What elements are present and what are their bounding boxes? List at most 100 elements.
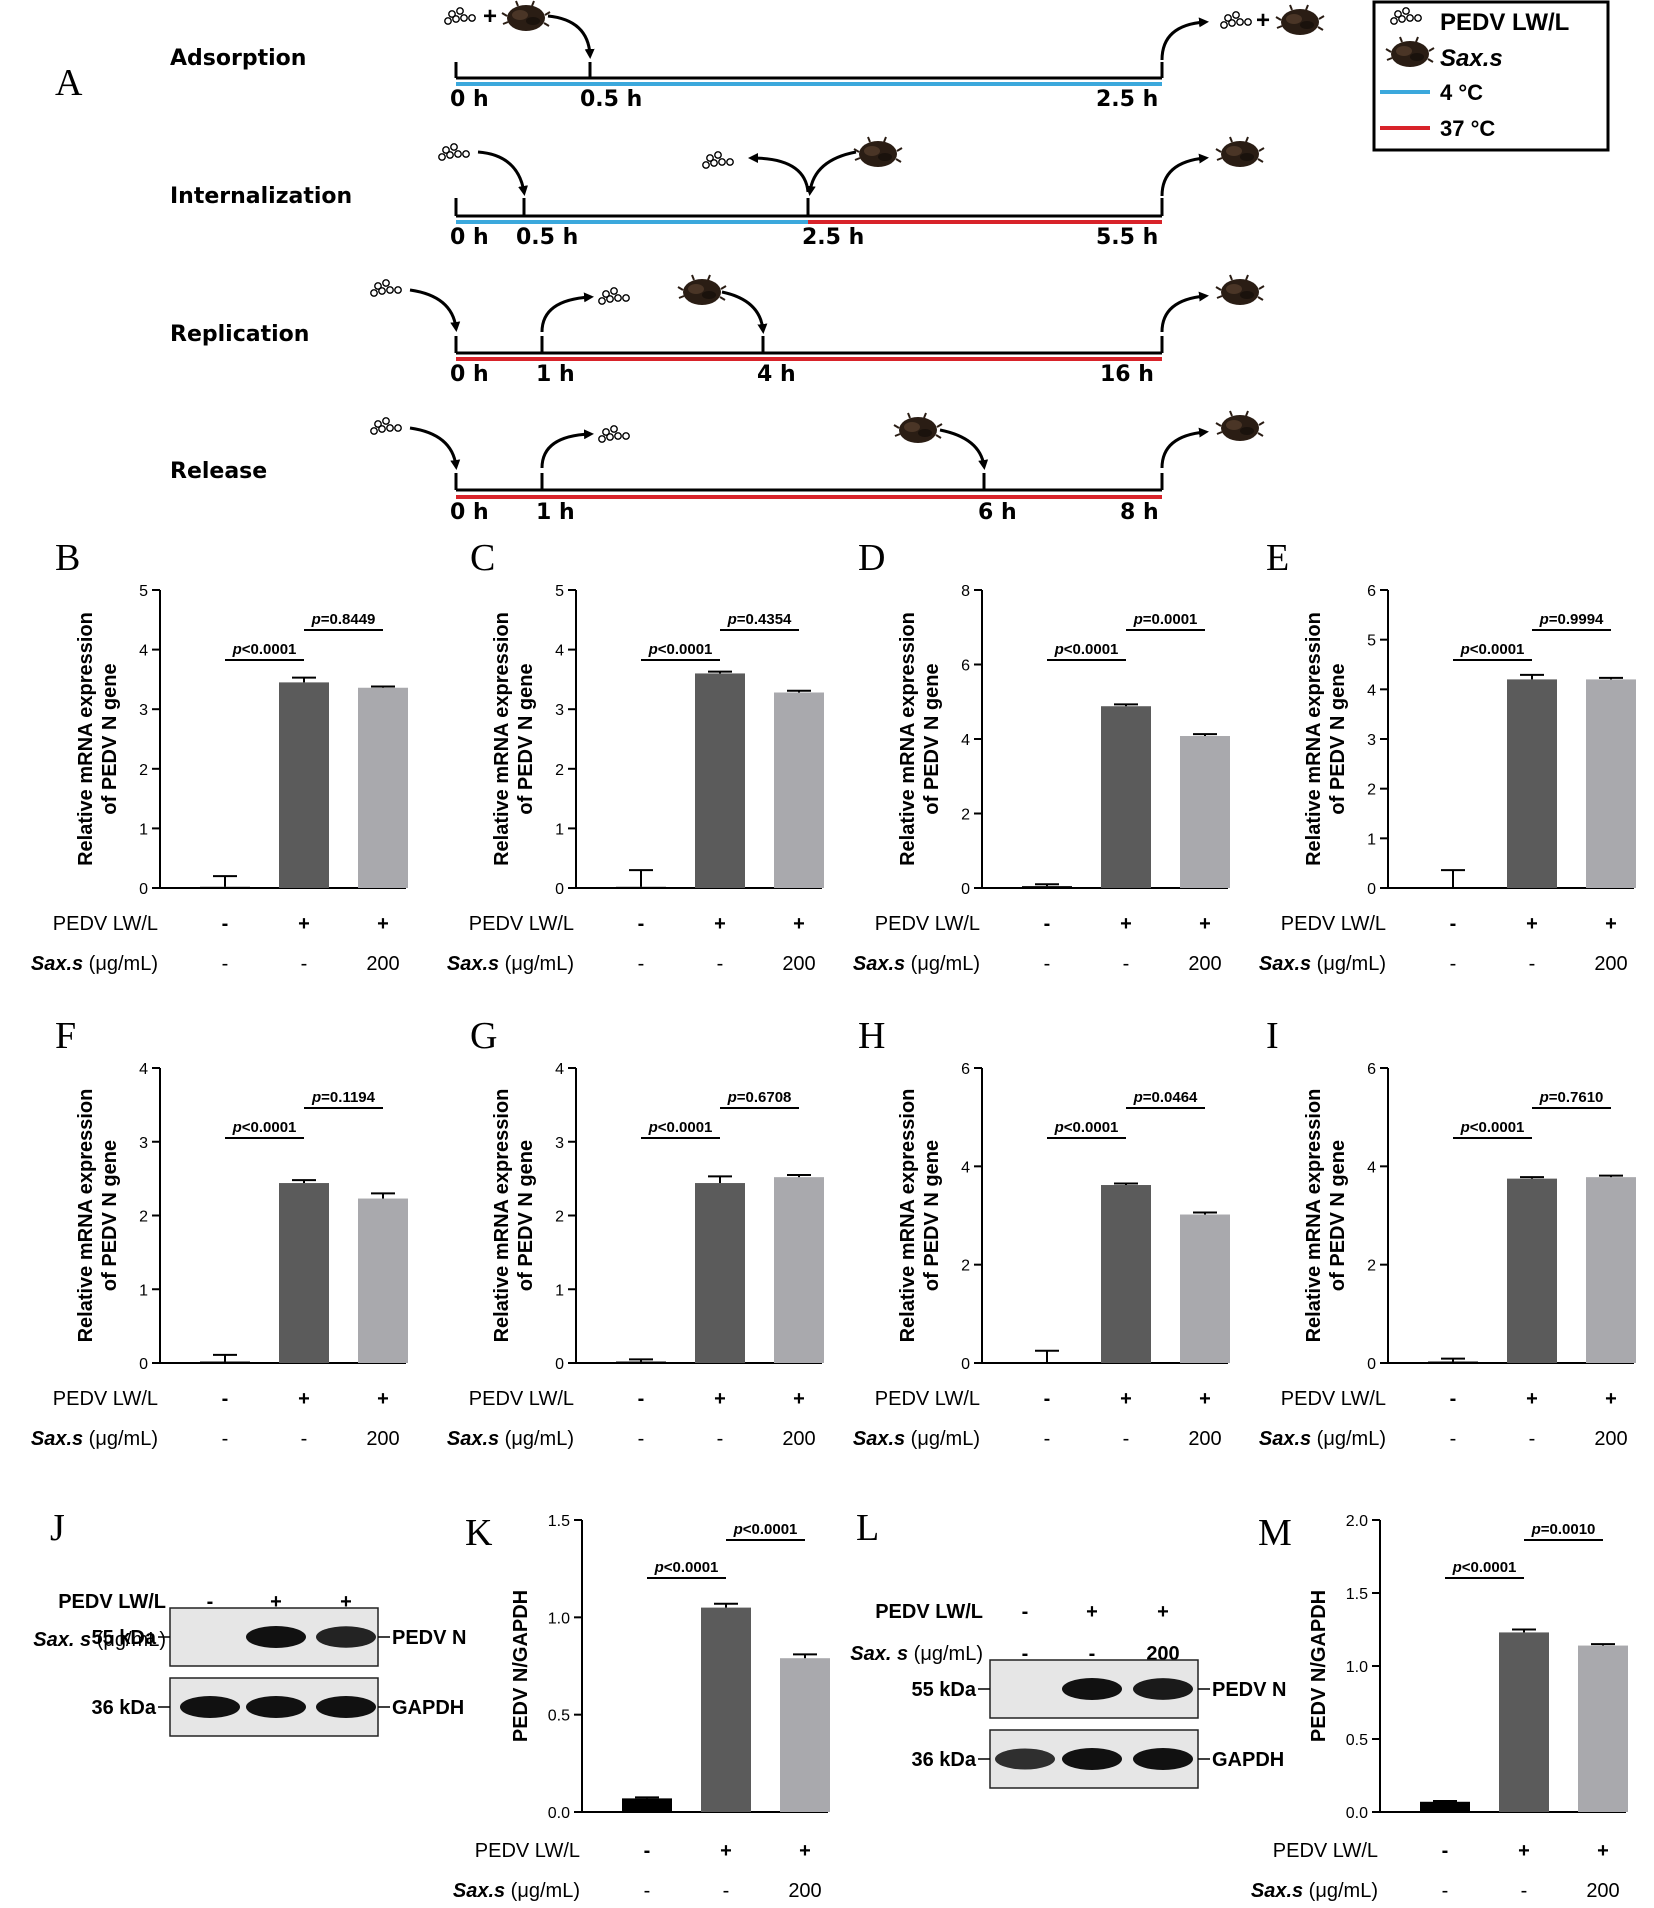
p-value-text: <0.0001 bbox=[242, 1119, 297, 1136]
p-value-text: =0.4354 bbox=[737, 611, 792, 628]
y-tick-label: 1 bbox=[1367, 831, 1376, 848]
tick-label: 0 h bbox=[450, 225, 489, 250]
cond-virus-value: + bbox=[1597, 1840, 1609, 1862]
panel-letter-a: A bbox=[55, 62, 83, 104]
p-value-2: p=0.0010 bbox=[1531, 1521, 1596, 1538]
row-label-drug-name: Sax.s bbox=[31, 953, 83, 975]
y-axis-label-line1: Relative mRNA expression bbox=[1303, 612, 1325, 866]
y-tick-label: 0.5 bbox=[548, 1708, 570, 1725]
y-tick-label: 1.5 bbox=[548, 1513, 570, 1530]
legend-drug-label: Sax.s bbox=[1440, 45, 1503, 72]
y-tick-label: 2 bbox=[139, 1209, 148, 1226]
tick-label: 2.5 h bbox=[802, 225, 864, 250]
p-symbol: p bbox=[654, 1559, 664, 1576]
p-symbol: p bbox=[733, 1521, 743, 1538]
chart-panel-f: F 0 1 2 3 4 Relative mRNA expression of PEDV N … bbox=[31, 1015, 408, 1450]
p-symbol: p bbox=[311, 1089, 321, 1106]
row-label-drug: Sax.s (μg/mL) bbox=[453, 1880, 580, 1902]
row-label-adsorption: Adsorption bbox=[170, 46, 306, 71]
timeline-legend: PEDV LW/L Sax.s 4 °C 37 °C bbox=[1372, 0, 1610, 152]
row-label-drug-name: Sax.s bbox=[31, 1428, 83, 1450]
bar-1 bbox=[622, 1798, 672, 1812]
panel-letter-k: K bbox=[465, 1512, 493, 1554]
y-axis-label-line2: of PEDV N gene bbox=[515, 663, 537, 814]
tick-label: 0.5 h bbox=[516, 225, 578, 250]
y-tick-label: 6 bbox=[1367, 1061, 1376, 1078]
p-value-text: =0.8449 bbox=[321, 611, 376, 628]
y-tick-label: 1.5 bbox=[1346, 1586, 1368, 1603]
cond-virus-value: + bbox=[714, 913, 726, 935]
tick-label: 6 h bbox=[978, 500, 1017, 525]
bar-1 bbox=[616, 886, 666, 888]
row-label-drug-unit: (μg/mL) bbox=[83, 953, 158, 975]
p-value-text: <0.0001 bbox=[658, 1119, 713, 1136]
cond-drug-value: 200 bbox=[1594, 1428, 1627, 1450]
cond-virus-value: + bbox=[1605, 1388, 1617, 1410]
p-symbol: p bbox=[1054, 641, 1064, 658]
y-axis-label-line1: Relative mRNA expression bbox=[897, 612, 919, 866]
p-symbol: p bbox=[648, 641, 658, 658]
row-label-drug-name: Sax.s bbox=[453, 1880, 505, 1902]
cond-drug-value: 200 bbox=[1586, 1880, 1619, 1902]
add-arrow bbox=[547, 14, 595, 59]
p-symbol: p bbox=[1460, 1119, 1470, 1136]
blot-row-label-drug: Sax. s (μg/mL) bbox=[33, 1629, 166, 1651]
y-tick-label: 0 bbox=[555, 881, 564, 898]
panel-letter-e: E bbox=[1266, 537, 1289, 579]
tick-label: 2.5 h bbox=[1096, 87, 1158, 112]
chart-panel-e: E 0 1 2 3 4 5 6 Relative mRNA expression of PEDV … bbox=[1259, 537, 1636, 975]
row-label-virus: PEDV LW/L bbox=[1281, 913, 1386, 935]
y-axis-label-line2: of PEDV N gene bbox=[1327, 1140, 1349, 1291]
cond-drug-value: - bbox=[222, 953, 229, 975]
bar-1 bbox=[1022, 1362, 1072, 1364]
p-value-text: <0.0001 bbox=[1470, 641, 1525, 658]
bar-2 bbox=[701, 1607, 751, 1812]
chart-panel-b: B 0 1 2 3 4 5 Relative mRNA expression of PEDV N… bbox=[31, 537, 408, 975]
cond-drug-value: - bbox=[723, 1880, 730, 1902]
virus-icon bbox=[438, 143, 470, 161]
y-axis-label: PEDV N/GAPDH bbox=[510, 1590, 532, 1742]
y-tick-label: 0.0 bbox=[548, 1805, 570, 1822]
legend-warm-label: 37 °C bbox=[1440, 116, 1495, 141]
cond-virus-value: - bbox=[638, 1388, 645, 1410]
cond-virus-value: + bbox=[1605, 913, 1617, 935]
row-label-drug: Sax.s (μg/mL) bbox=[853, 1428, 980, 1450]
cond-virus-value: + bbox=[1518, 1840, 1530, 1862]
y-axis-label-line1: Relative mRNA expression bbox=[75, 1089, 97, 1343]
y-tick-label: 4 bbox=[1367, 682, 1376, 699]
cond-virus-value: + bbox=[799, 1840, 811, 1862]
cond-drug-value: - bbox=[1450, 953, 1457, 975]
legend-cold-label: 4 °C bbox=[1440, 80, 1483, 105]
p-value-2: p=0.0001 bbox=[1133, 611, 1198, 628]
y-tick-label: 5 bbox=[139, 583, 148, 600]
row-label-drug: Sax.s (μg/mL) bbox=[1251, 1880, 1378, 1902]
chart-panel-h: H 0 2 4 6 Relative mRNA expression of PEDV N g… bbox=[853, 1015, 1230, 1450]
row-label-drug-unit: (μg/mL) bbox=[505, 1880, 580, 1902]
cond-virus-value: + bbox=[793, 1388, 805, 1410]
blot-band bbox=[1133, 1748, 1193, 1770]
row-label-drug-name: Sax.s bbox=[1259, 1428, 1311, 1450]
p-value-text: <0.0001 bbox=[242, 641, 297, 658]
y-tick-label: 2 bbox=[961, 1258, 970, 1275]
p-symbol: p bbox=[1452, 1559, 1462, 1576]
y-tick-label: 2 bbox=[139, 762, 148, 779]
p-value-text: =0.0001 bbox=[1143, 611, 1198, 628]
p-value-text: =0.0010 bbox=[1541, 1521, 1596, 1538]
chart-panel-g: G 0 1 2 3 4 Relative mRNA expression of PEDV N … bbox=[447, 1015, 824, 1450]
cond-drug-value: - bbox=[1529, 953, 1536, 975]
cond-virus-value: + bbox=[793, 913, 805, 935]
drug-icon bbox=[677, 274, 727, 306]
cond-drug-value: - bbox=[1044, 1428, 1051, 1450]
cond-drug-value: - bbox=[1442, 1880, 1449, 1902]
p-value-1: p<0.0001 bbox=[1054, 641, 1119, 658]
chart-panel-d: D 0 2 4 6 8 Relative mRNA expression of PEDV N … bbox=[853, 537, 1230, 975]
cond-virus-value: + bbox=[720, 1840, 732, 1862]
p-value-text: =0.6708 bbox=[737, 1089, 792, 1106]
y-axis-label-line1: Relative mRNA expression bbox=[491, 1089, 513, 1343]
tick-label: 0.5 h bbox=[580, 87, 642, 112]
bar-3 bbox=[1180, 1214, 1230, 1363]
